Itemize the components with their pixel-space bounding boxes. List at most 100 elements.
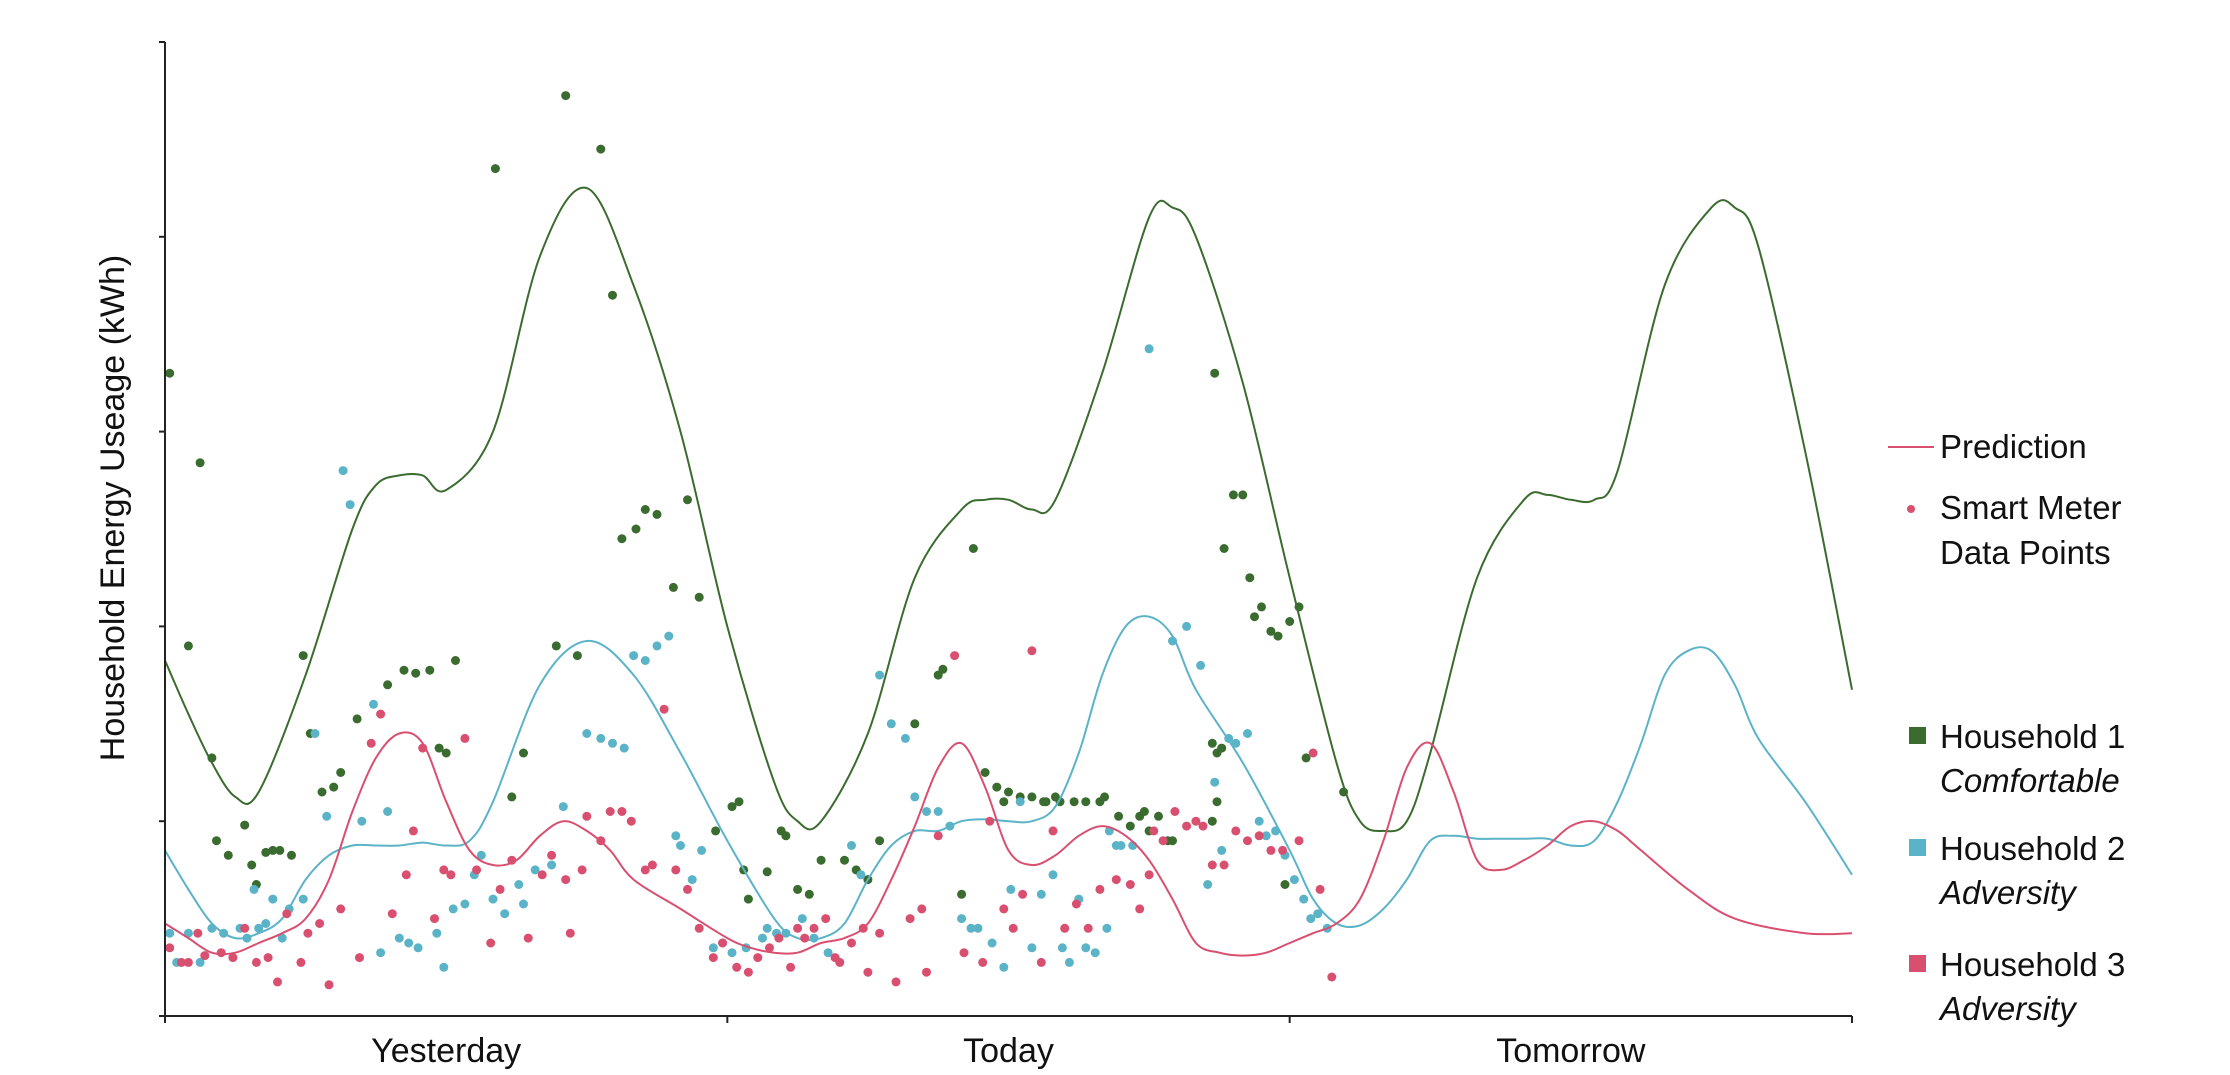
data-point-household-2	[1168, 636, 1177, 646]
legend-household-1-label: Household 1	[1940, 718, 2125, 755]
data-point-household-1	[1339, 787, 1349, 797]
data-point-household-1	[519, 748, 528, 758]
data-point-household-1	[999, 797, 1009, 807]
legend-household-3-label: Household 3	[1940, 946, 2125, 983]
data-point-household-2	[268, 894, 278, 904]
data-point-household-3	[626, 816, 636, 826]
data-point-household-1	[1207, 738, 1217, 748]
data-point-household-3	[176, 957, 186, 967]
data-point-household-3	[523, 933, 533, 943]
data-point-household-1	[683, 495, 692, 505]
data-point-household-1	[317, 787, 327, 797]
data-point-household-3	[1198, 821, 1208, 831]
data-point-household-2	[697, 845, 707, 855]
data-point-household-2	[900, 733, 910, 743]
data-point-household-3	[1294, 836, 1304, 846]
data-point-household-3	[809, 923, 819, 933]
data-point-household-1	[727, 802, 737, 812]
data-point-household-3	[1243, 836, 1252, 846]
data-point-household-2	[404, 938, 414, 948]
data-point-household-1	[399, 665, 409, 675]
data-point-household-1	[1273, 631, 1283, 641]
data-point-household-2	[254, 923, 264, 933]
data-point-household-3	[786, 962, 796, 972]
x-tick-label: Tomorrow	[1496, 1032, 1646, 1070]
axes: Household Energy Useage (kWh) Yesterday T…	[94, 41, 1853, 1070]
data-point-household-3	[863, 967, 873, 977]
data-point-household-2	[476, 850, 486, 860]
data-point-household-2	[596, 733, 606, 743]
plot-area	[164, 91, 1853, 990]
data-point-household-2	[758, 933, 767, 943]
data-point-household-3	[408, 826, 418, 836]
data-point-household-3	[582, 811, 592, 821]
data-point-household-2	[922, 807, 931, 816]
data-point-household-2	[762, 923, 772, 933]
data-point-household-3	[933, 831, 943, 841]
data-point-household-1	[1250, 612, 1259, 622]
data-point-household-1	[441, 748, 451, 758]
data-point-household-1	[875, 836, 885, 846]
data-point-household-1	[551, 641, 561, 651]
data-point-household-3	[1036, 957, 1046, 967]
data-point-household-2	[448, 904, 458, 914]
data-point-household-3	[1048, 826, 1058, 836]
data-point-household-3	[774, 933, 784, 943]
data-point-household-1	[804, 889, 814, 899]
data-point-household-2	[1224, 733, 1234, 743]
data-point-household-1	[212, 836, 221, 846]
data-point-household-1	[261, 847, 271, 857]
legend-household-1-sub: Comfortable	[1940, 762, 2120, 799]
data-point-household-3	[507, 855, 517, 865]
data-point-household-2	[1027, 943, 1037, 953]
data-point-household-2	[488, 894, 498, 904]
data-point-household-2	[249, 884, 259, 894]
data-point-household-3	[547, 850, 557, 860]
data-point-household-2	[530, 865, 540, 875]
data-point-household-3	[647, 860, 657, 870]
data-point-household-3	[537, 870, 547, 880]
data-point-household-1	[411, 668, 421, 678]
data-point-household-3	[743, 967, 753, 977]
data-point-household-1	[1154, 811, 1163, 821]
data-point-household-2	[1064, 957, 1074, 967]
data-point-household-3	[1144, 870, 1154, 880]
data-point-household-1	[1294, 602, 1304, 612]
data-point-household-3	[1135, 904, 1145, 914]
legend-household-1-swatch	[1909, 727, 1926, 744]
data-point-household-3	[959, 948, 969, 958]
data-point-household-2	[1299, 894, 1309, 904]
data-point-household-1	[1027, 792, 1037, 802]
data-point-household-3	[387, 909, 397, 919]
data-point-household-1	[1041, 797, 1051, 807]
data-point-household-1	[1139, 807, 1149, 816]
data-point-household-3	[683, 884, 692, 894]
data-point-household-3	[336, 904, 346, 914]
data-point-household-3	[1327, 972, 1337, 982]
data-point-household-3	[950, 651, 960, 661]
data-point-household-2	[629, 651, 639, 661]
data-point-household-3	[577, 865, 587, 875]
legend-household-2-sub: Adversity	[1938, 874, 2078, 911]
data-point-household-3	[753, 953, 763, 963]
data-point-household-2	[519, 899, 528, 909]
data-point-household-3	[708, 953, 718, 963]
data-point-household-3	[324, 980, 334, 990]
data-point-household-3	[418, 743, 428, 753]
data-point-household-1	[383, 680, 393, 690]
data-point-household-3	[200, 951, 210, 961]
data-point-household-2	[797, 914, 807, 924]
data-point-household-2	[1048, 870, 1058, 880]
data-point-household-3	[282, 909, 292, 919]
data-point-household-3	[165, 943, 175, 953]
data-point-household-2	[1243, 729, 1252, 738]
data-point-household-3	[251, 957, 261, 967]
data-point-household-3	[376, 709, 386, 719]
data-point-household-1	[781, 831, 791, 841]
data-point-household-3	[671, 865, 681, 875]
data-point-household-1	[840, 855, 849, 865]
data-point-household-1	[1168, 836, 1177, 846]
data-point-household-1	[1245, 573, 1255, 583]
data-point-household-3	[315, 919, 325, 928]
data-point-household-1	[968, 544, 978, 553]
